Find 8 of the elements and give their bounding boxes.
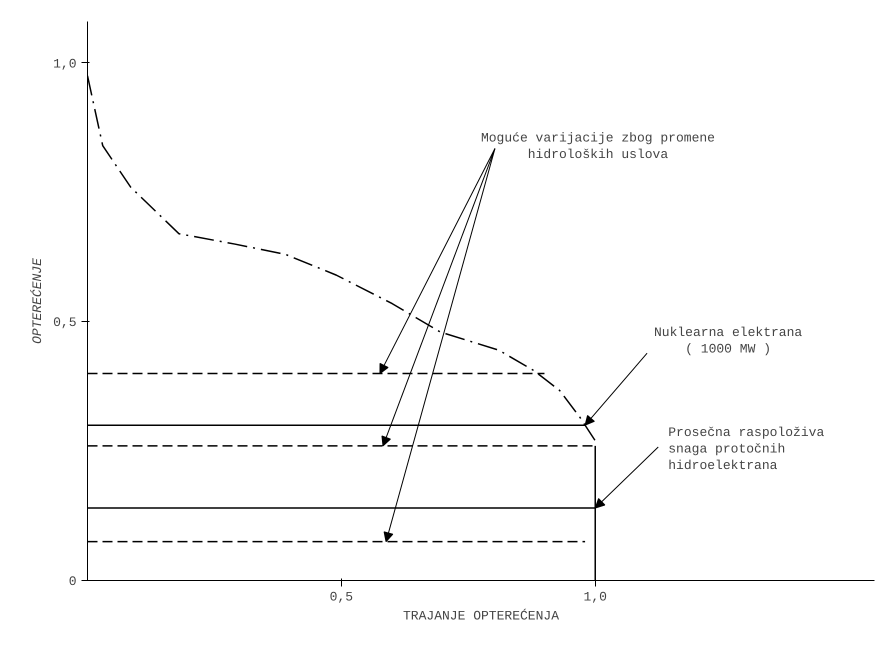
x-axis-title: TRAJANJE OPTEREĆENJA [402,608,560,624]
y-tick-label: 0 [68,574,77,589]
y-axis-title: OPTEREĆENJE [30,258,46,344]
y-tick-label: 1,0 [53,56,76,72]
annotation: Nuklearna elektrana ( 1000 MW ) [654,325,802,357]
y-tick-label: 0,5 [53,315,76,330]
annotation: Prosečna raspoloživa snaga protočnih hidroelektrana [668,425,824,474]
annotation: Moguće varijacije zbog promene hidroloških uslova [480,130,715,162]
